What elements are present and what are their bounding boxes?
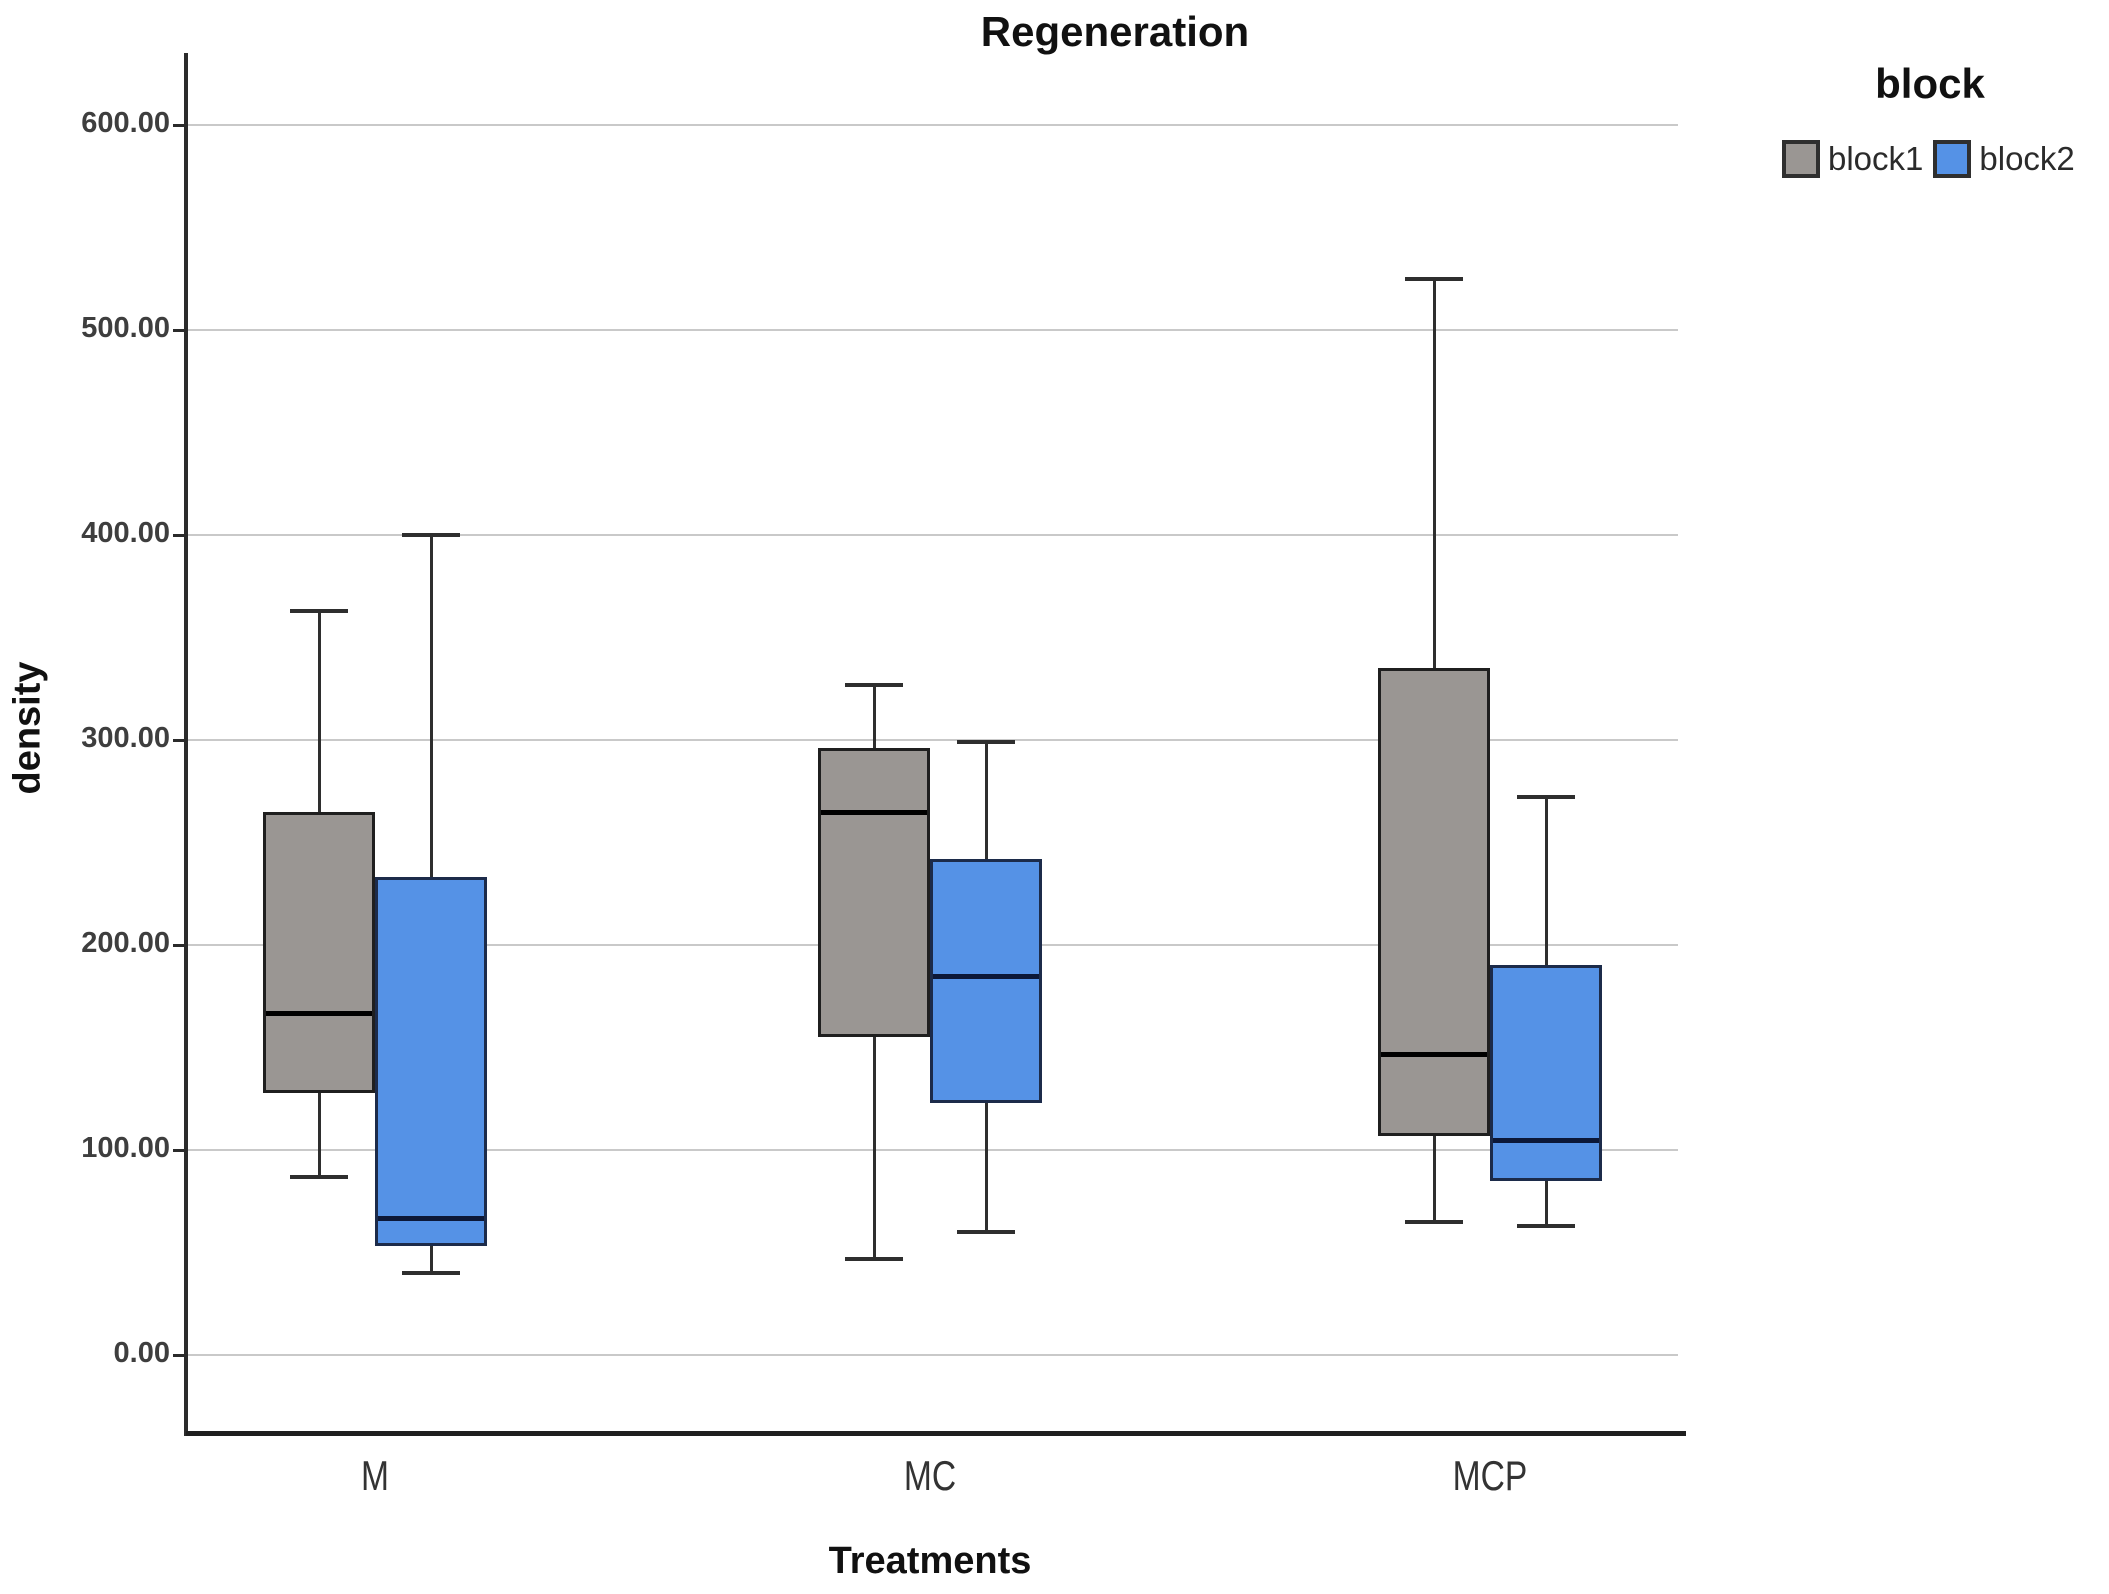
whisker-lower-block1-MCP (1433, 1135, 1436, 1222)
whisker-cap-low-block1-MCP (1405, 1219, 1463, 1224)
gridline-300 (188, 738, 1678, 741)
y-tick-label: 0.00 (113, 1337, 170, 1370)
y-tick-0 (173, 1354, 188, 1358)
median-block2-M (378, 1215, 484, 1221)
median-block2-MCP (1493, 1137, 1599, 1143)
whisker-upper-block1-MCP (1433, 278, 1436, 669)
y-tick-label: 500.00 (81, 311, 170, 344)
y-tick-label: 600.00 (81, 106, 170, 139)
whisker-lower-block2-MCP (1545, 1180, 1548, 1226)
x-category-label-MCP: MCP (1452, 1452, 1528, 1499)
box-block2-M (375, 877, 487, 1247)
y-tick-200 (173, 943, 188, 947)
y-tick-100 (173, 1149, 188, 1153)
whisker-upper-block2-M (430, 534, 433, 878)
whisker-cap-low-block1-MC (845, 1256, 903, 1261)
whisker-upper-block1-M (318, 610, 321, 812)
whisker-upper-block2-MC (985, 741, 988, 859)
y-tick-600 (173, 123, 188, 127)
x-category-label-MC: MC (903, 1452, 957, 1499)
legend-swatch-block2 (1933, 140, 1972, 178)
y-axis-line (184, 53, 188, 1436)
whisker-cap-low-block2-MC (957, 1230, 1015, 1235)
whisker-cap-high-block1-M (290, 608, 348, 613)
median-block2-MC (933, 973, 1039, 979)
legend-swatch-block1 (1782, 140, 1820, 178)
plot-area (188, 53, 1678, 1433)
y-tick-300 (173, 738, 188, 742)
gridline-0 (188, 1354, 1678, 1357)
whisker-cap-high-block2-MC (957, 739, 1015, 744)
whisker-cap-low-block2-M (402, 1271, 460, 1276)
gridline-500 (188, 328, 1678, 331)
legend-item-label: block2 (1979, 140, 2075, 177)
whisker-cap-high-block1-MCP (1405, 276, 1463, 281)
median-block1-M (266, 1010, 372, 1016)
gridline-100 (188, 1149, 1678, 1152)
x-axis-line (186, 1431, 1686, 1436)
whisker-cap-low-block2-MCP (1517, 1223, 1575, 1228)
y-tick-label: 200.00 (81, 927, 170, 960)
whisker-lower-block2-MC (985, 1102, 988, 1233)
median-block1-MC (821, 809, 927, 815)
whisker-cap-low-block1-M (290, 1174, 348, 1179)
whisker-upper-block1-MC (873, 684, 876, 749)
gridline-600 (188, 123, 1678, 126)
whisker-upper-block2-MCP (1545, 797, 1548, 966)
x-axis-label: Treatments (828, 1540, 1032, 1582)
box-block1-MCP (1378, 668, 1490, 1136)
legend-item-block1: block1 (1782, 140, 1923, 178)
y-tick-500 (173, 328, 188, 332)
y-tick-label: 400.00 (81, 517, 170, 550)
box-block1-M (263, 811, 375, 1093)
x-category-label-M: M (361, 1452, 389, 1499)
legend-items: block1 block2 (1782, 140, 2075, 178)
y-tick-label: 300.00 (81, 722, 170, 755)
y-tick-400 (173, 533, 188, 537)
gridline-400 (188, 533, 1678, 536)
whisker-cap-high-block1-MC (845, 682, 903, 687)
legend-item-block2: block2 (1933, 140, 2075, 178)
legend-item-label: block1 (1828, 140, 1924, 177)
y-tick-label: 100.00 (81, 1132, 170, 1165)
whisker-cap-high-block2-M (402, 532, 460, 537)
whisker-lower-block2-M (430, 1246, 433, 1274)
box-block1-MC (818, 748, 930, 1038)
whisker-lower-block1-MC (873, 1037, 876, 1259)
legend-title: block (1875, 60, 1985, 107)
whisker-cap-high-block2-MCP (1517, 795, 1575, 800)
box-block2-MC (930, 858, 1042, 1103)
box-block2-MCP (1490, 965, 1602, 1181)
whisker-lower-block1-M (318, 1092, 321, 1177)
chart-title: Regeneration (980, 8, 1250, 55)
median-block1-MCP (1381, 1051, 1487, 1057)
